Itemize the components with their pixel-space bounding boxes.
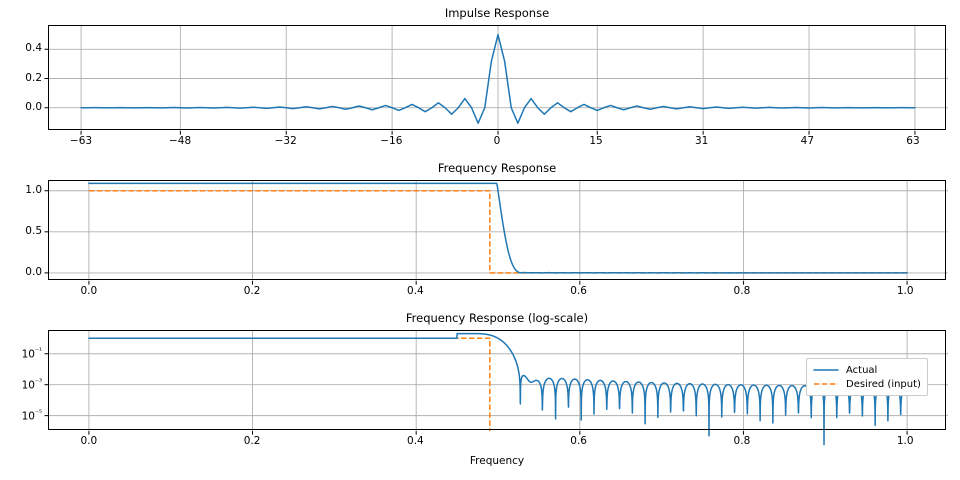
legend-entry-actual: Actual [813,363,921,377]
subplot-3-xtick-label: 1.0 [896,435,914,447]
legend: Actual Desired (input) [806,358,928,396]
subplot-1-ytick-label: 0.4 [25,42,42,55]
subplot-2-ytick-label: 0.5 [25,224,42,237]
subplot-3-xtick-label: 0.8 [733,435,751,447]
subplot-1-xtick-label: −48 [168,135,192,147]
legend-entry-desired: Desired (input) [813,377,921,391]
subplot-3-ytick-label: 10⁻¹ [21,345,42,361]
subplot-3-title: Frequency Response (log-scale) [405,311,589,325]
subplot-3-xtick-label: 0.4 [407,435,424,447]
subplot-2-xtick-label: 0.6 [570,285,587,297]
subplot-2-xtick-label: 0.0 [80,285,98,297]
subplot-2-ytick-label: 0.0 [25,265,42,278]
subplot-3-ytick-label: 10⁻³ [21,376,42,391]
subplot-2-xtick-label: 0.4 [407,285,424,297]
subplot-2-xtick-label: 1.0 [896,285,914,297]
subplot-1-canvas [44,25,948,135]
subplot-1-xtick-label: −32 [274,135,297,147]
subplot-3-xtick-label: 0.6 [570,435,587,447]
legend-label-actual: Actual [846,364,878,376]
legend-label-desired: Desired (input) [846,378,921,390]
subplot-2-ytick-label: 1.0 [25,183,42,196]
legend-swatch-actual [813,369,839,371]
subplot-2-axes-frame [48,180,946,280]
subplot-1-xtick-label: 63 [906,135,920,147]
subplot-1-ytick-label: 0.0 [25,100,42,113]
subplot-1-title: Impulse Response [444,6,550,20]
x-axis-label: Frequency [469,455,525,467]
series-actual-frequency [88,182,908,274]
subplot-1-xtick-label: 47 [800,135,815,147]
subplot-1-axes-frame [48,25,946,130]
subplot-2-canvas [44,180,948,285]
subplot-1-xtick-label: −63 [69,135,93,147]
subplot-3-axes-frame [48,330,946,430]
subplot-1-xtick-label: −16 [380,135,403,147]
subplot-1-xtick-label: 15 [589,135,603,147]
subplot-2-title: Frequency Response [437,161,557,175]
subplot-2-xtick-label: 0.2 [243,285,261,297]
subplot-3-canvas [44,330,948,446]
subplot-3-ytick-label: 10⁻⁵ [21,407,42,422]
subplot-2-xtick-label: 0.8 [733,285,751,297]
series-actual-frequency-log [88,332,908,446]
series-actual-impulse [80,33,916,124]
subplot-1-xtick-label: 31 [695,135,709,147]
subplot-1-ytick-label: 0.2 [25,71,42,84]
legend-swatch-desired [814,383,838,385]
subplot-3-xtick-label: 0.0 [80,435,98,447]
subplot-1-xtick-label: 0 [493,135,501,147]
series-desired-frequency-log [88,337,491,432]
subplot-3-xtick-label: 0.2 [243,435,261,447]
